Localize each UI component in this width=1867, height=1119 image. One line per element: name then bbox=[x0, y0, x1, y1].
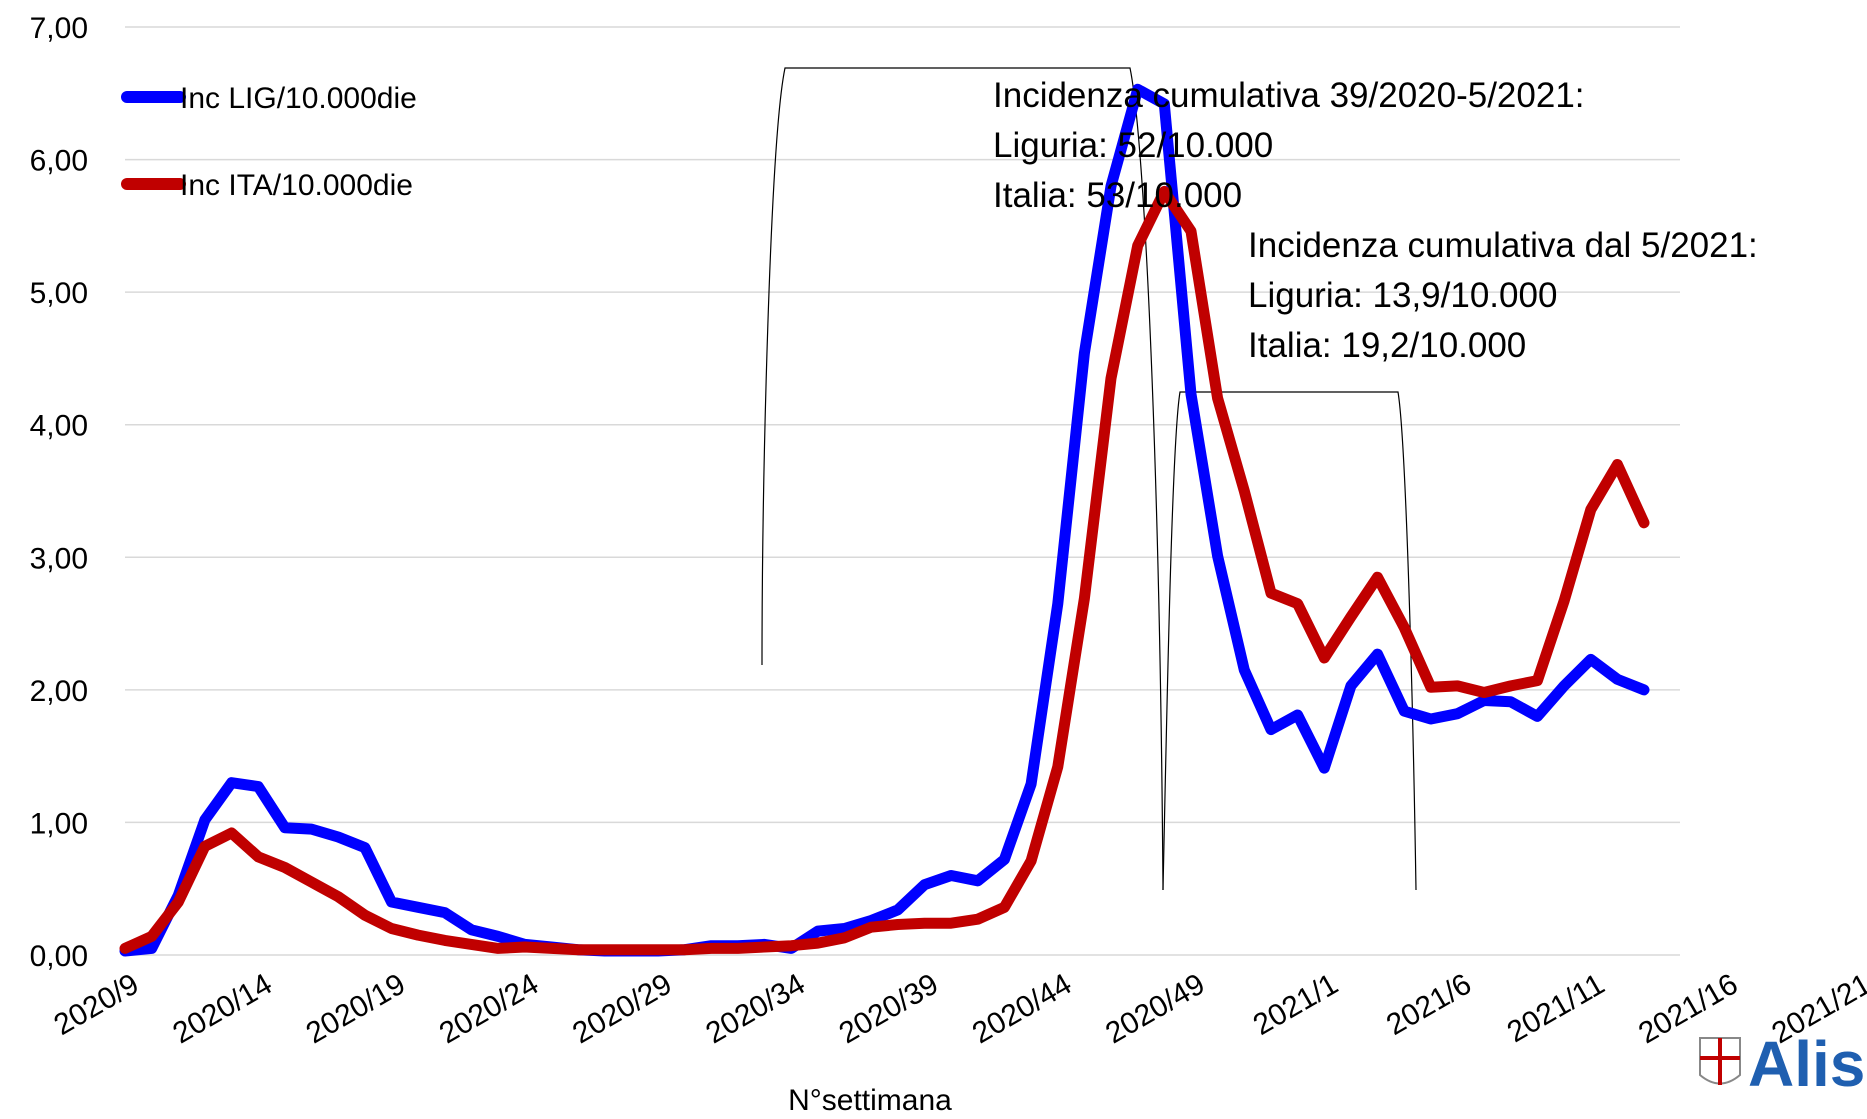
y-tick-label: 7,00 bbox=[30, 12, 88, 45]
x-tick-label: 2020/44 bbox=[967, 967, 1077, 1050]
x-axis-label: N°settimana bbox=[788, 1084, 952, 1117]
series-lines bbox=[119, 83, 1650, 957]
legend-label-lig: Inc LIG/10.000die bbox=[180, 82, 417, 115]
x-tick-label: 2020/9 bbox=[49, 967, 145, 1041]
y-tick-label: 2,00 bbox=[30, 675, 88, 708]
x-tick-label: 2020/34 bbox=[700, 967, 810, 1050]
annotation-1-line-2: Liguria: 52/10.000 bbox=[993, 126, 1273, 165]
x-tick-label: 2020/14 bbox=[167, 967, 277, 1050]
x-tick-label: 2020/19 bbox=[301, 967, 411, 1050]
annotation-1-line-1: Incidenza cumulativa 39/2020-5/2021: bbox=[993, 76, 1585, 115]
x-tick-label: 2021/1 bbox=[1248, 967, 1344, 1041]
annotation-2-line-3: Italia: 19,2/10.000 bbox=[1248, 326, 1526, 365]
bracket-period-1 bbox=[761, 67, 1164, 891]
logo: Alis bbox=[1699, 1028, 1865, 1100]
x-tick-label: 2020/24 bbox=[434, 967, 544, 1050]
annotation-1-line-3: Italia: 53/10.000 bbox=[993, 176, 1242, 215]
series-line-lig bbox=[119, 83, 1650, 957]
y-tick-label: 5,00 bbox=[30, 277, 88, 310]
legend-label-ita: Inc ITA/10.000die bbox=[180, 169, 413, 202]
y-tick-label: 3,00 bbox=[30, 542, 88, 575]
x-axis-ticks: 2020/9 2020/14 2020/19 2020/24 2020/29 2020/3… bbox=[49, 967, 1867, 1050]
annotation-2-line-1: Incidenza cumulativa dal 5/2021: bbox=[1248, 226, 1758, 265]
y-tick-label: 1,00 bbox=[30, 807, 88, 840]
y-tick-label: 4,00 bbox=[30, 410, 88, 443]
series-line-ita bbox=[119, 185, 1650, 956]
legend: Inc LIG/10.000die Inc ITA/10.000die bbox=[121, 82, 417, 202]
y-axis-ticks: 0,00 1,00 2,00 3,00 4,00 5,00 6,00 7,00 bbox=[30, 12, 88, 973]
x-tick-label: 2020/29 bbox=[567, 967, 677, 1050]
logo-text: Alis bbox=[1748, 1028, 1865, 1100]
annotation-period-2: Incidenza cumulativa dal 5/2021: Liguria… bbox=[1248, 226, 1758, 365]
annotation-2-line-2: Liguria: 13,9/10.000 bbox=[1248, 276, 1557, 315]
x-tick-label: 2021/11 bbox=[1502, 967, 1610, 1049]
x-tick-label: 2020/39 bbox=[834, 967, 944, 1050]
y-tick-label: 6,00 bbox=[30, 145, 88, 178]
regional-shield-icon bbox=[1699, 1037, 1741, 1085]
y-tick-label: 0,00 bbox=[30, 940, 88, 973]
annotation-period-1: Incidenza cumulativa 39/2020-5/2021: Lig… bbox=[993, 76, 1585, 215]
gridlines bbox=[125, 26, 1680, 956]
x-tick-label: 2020/49 bbox=[1100, 967, 1210, 1050]
bracket-period-2 bbox=[1162, 391, 1417, 891]
period-brackets bbox=[761, 67, 1417, 891]
x-tick-label: 2021/6 bbox=[1381, 967, 1477, 1041]
